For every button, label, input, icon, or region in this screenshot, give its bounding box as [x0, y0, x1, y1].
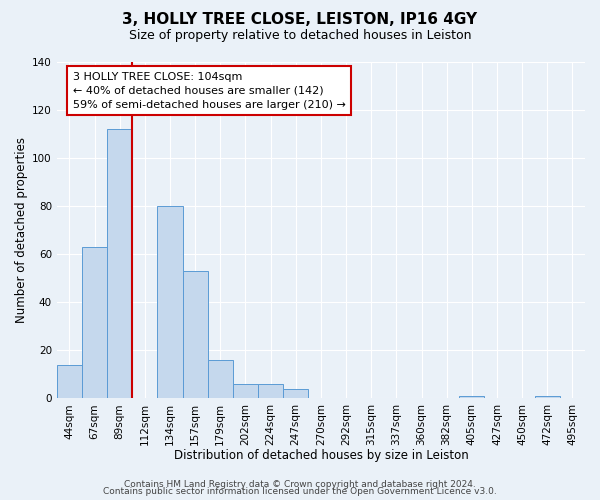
- Y-axis label: Number of detached properties: Number of detached properties: [15, 137, 28, 323]
- Bar: [57, 364, 82, 398]
- Bar: [459, 396, 484, 398]
- Text: Contains HM Land Registry data © Crown copyright and database right 2024.: Contains HM Land Registry data © Crown c…: [124, 480, 476, 489]
- Bar: [258, 384, 283, 398]
- Bar: [535, 396, 560, 398]
- Bar: [157, 206, 182, 398]
- X-axis label: Distribution of detached houses by size in Leiston: Distribution of detached houses by size …: [173, 450, 468, 462]
- Bar: [182, 271, 208, 398]
- Text: Size of property relative to detached houses in Leiston: Size of property relative to detached ho…: [129, 29, 471, 42]
- Bar: [82, 247, 107, 398]
- Text: 3, HOLLY TREE CLOSE, LEISTON, IP16 4GY: 3, HOLLY TREE CLOSE, LEISTON, IP16 4GY: [122, 12, 478, 28]
- Bar: [107, 129, 132, 398]
- Bar: [208, 360, 233, 399]
- Bar: [283, 388, 308, 398]
- Text: 3 HOLLY TREE CLOSE: 104sqm
← 40% of detached houses are smaller (142)
59% of sem: 3 HOLLY TREE CLOSE: 104sqm ← 40% of deta…: [73, 72, 346, 110]
- Bar: [233, 384, 258, 398]
- Text: Contains public sector information licensed under the Open Government Licence v3: Contains public sector information licen…: [103, 487, 497, 496]
